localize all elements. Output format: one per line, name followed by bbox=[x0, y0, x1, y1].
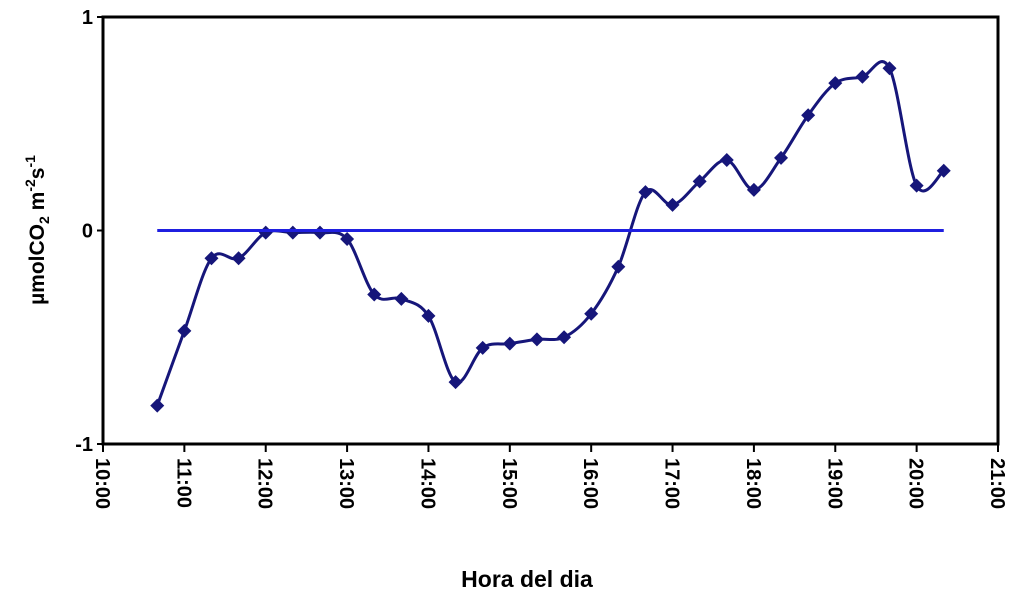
data-point bbox=[448, 375, 463, 390]
series-line bbox=[155, 60, 945, 407]
data-point bbox=[665, 197, 680, 212]
x-tick-label: 17:00 bbox=[661, 458, 683, 509]
y-axis-title-part: -1 bbox=[22, 155, 38, 168]
data-point bbox=[584, 306, 599, 321]
data-point bbox=[529, 332, 544, 347]
data-point bbox=[638, 185, 653, 200]
x-tick-label: 16:00 bbox=[579, 458, 601, 509]
data-point bbox=[855, 69, 870, 84]
data-point bbox=[828, 76, 843, 91]
y-tick-label: -1 bbox=[75, 434, 93, 456]
data-point bbox=[367, 287, 382, 302]
data-point bbox=[475, 340, 490, 355]
x-tick-label: 21:00 bbox=[986, 458, 1008, 509]
data-point bbox=[312, 225, 327, 240]
data-point bbox=[557, 330, 572, 345]
data-point bbox=[177, 323, 192, 338]
y-axis-title: µmolCO2 m-2s-1 bbox=[22, 155, 52, 305]
data-point bbox=[421, 308, 436, 323]
data-point bbox=[936, 163, 951, 178]
data-point bbox=[285, 225, 300, 240]
y-axis-title-part: µmolCO bbox=[26, 224, 49, 305]
y-axis-title-part: s bbox=[26, 168, 49, 180]
data-point bbox=[611, 259, 626, 274]
y-axis-title-part: -2 bbox=[22, 179, 38, 192]
data-point bbox=[719, 153, 734, 168]
y-axis-title-part: 2 bbox=[36, 216, 52, 224]
data-point bbox=[774, 150, 789, 165]
data-point bbox=[231, 251, 246, 266]
data-point bbox=[150, 398, 165, 413]
x-tick-label: 12:00 bbox=[254, 458, 276, 509]
x-axis-title: Hora del dia bbox=[461, 566, 593, 592]
x-tick-label: 13:00 bbox=[335, 458, 357, 509]
x-tick-label: 11:00 bbox=[172, 458, 194, 508]
data-point bbox=[882, 61, 897, 76]
x-tick-label: 10:00 bbox=[91, 458, 113, 509]
data-point bbox=[340, 232, 355, 247]
data-point bbox=[801, 108, 816, 123]
data-point bbox=[746, 182, 761, 197]
x-tick-label: 19:00 bbox=[823, 458, 845, 509]
y-tick-label: 1 bbox=[82, 7, 93, 29]
data-point bbox=[204, 251, 219, 266]
x-tick-label: 15:00 bbox=[498, 458, 520, 509]
x-tick-label: 14:00 bbox=[416, 458, 438, 509]
data-point bbox=[502, 336, 517, 351]
y-axis-title-part: m bbox=[26, 192, 49, 217]
x-tick-label: 20:00 bbox=[905, 458, 927, 509]
y-tick-label: 0 bbox=[82, 221, 93, 243]
data-point bbox=[909, 178, 924, 193]
x-tick-label: 18:00 bbox=[742, 458, 764, 509]
data-point bbox=[394, 291, 409, 306]
data-point bbox=[692, 174, 707, 189]
